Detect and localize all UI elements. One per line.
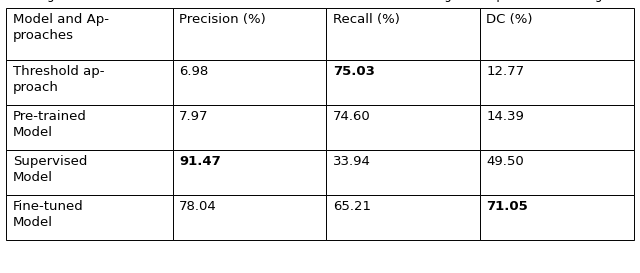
Bar — [326, 150, 480, 195]
Text: 65.21: 65.21 — [333, 200, 371, 213]
Text: Supervised
Model: Supervised Model — [13, 155, 87, 184]
Text: Threshold ap-
proach: Threshold ap- proach — [13, 65, 104, 94]
Text: 75.03: 75.03 — [333, 65, 374, 78]
Text: Pre-trained
Model: Pre-trained Model — [13, 110, 86, 139]
Text: 91.47: 91.47 — [179, 155, 221, 168]
Text: Precision (%): Precision (%) — [179, 13, 266, 26]
Text: Fine-tuned
Model: Fine-tuned Model — [13, 200, 84, 229]
Text: 6.98: 6.98 — [179, 65, 208, 78]
Bar — [173, 8, 326, 60]
Bar — [6, 8, 173, 60]
Bar — [480, 150, 634, 195]
Text: Recall (%): Recall (%) — [333, 13, 399, 26]
Text: 33.94: 33.94 — [333, 155, 371, 168]
Text: Figure 2 for Detection of Animal Movement from Weather Radar using Self-Supervis: Figure 2 for Detection of Animal Movemen… — [38, 0, 602, 2]
Bar — [480, 105, 634, 150]
Text: 49.50: 49.50 — [486, 155, 524, 168]
Bar — [480, 60, 634, 105]
Bar — [6, 60, 173, 105]
Text: Model and Ap-
proaches: Model and Ap- proaches — [13, 13, 109, 42]
Bar — [480, 195, 634, 240]
Text: 7.97: 7.97 — [179, 110, 209, 123]
Text: 14.39: 14.39 — [486, 110, 524, 123]
Text: 12.77: 12.77 — [486, 65, 524, 78]
Bar — [173, 105, 326, 150]
Bar — [480, 8, 634, 60]
Bar — [326, 8, 480, 60]
Bar — [6, 105, 173, 150]
Bar — [173, 150, 326, 195]
Bar — [173, 60, 326, 105]
Bar — [326, 195, 480, 240]
Bar — [326, 60, 480, 105]
Text: DC (%): DC (%) — [486, 13, 533, 26]
Text: 74.60: 74.60 — [333, 110, 371, 123]
Bar — [6, 195, 173, 240]
Text: 71.05: 71.05 — [486, 200, 528, 213]
Bar — [173, 195, 326, 240]
Bar — [326, 105, 480, 150]
Bar — [6, 150, 173, 195]
Text: 78.04: 78.04 — [179, 200, 217, 213]
